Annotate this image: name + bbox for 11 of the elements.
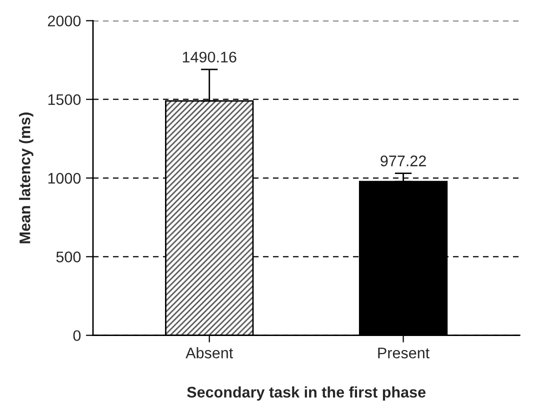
data-label: 1490.16 [182, 52, 236, 63]
y-tick-label: 2000 [48, 16, 81, 26]
data-label: 977.22 [380, 156, 426, 166]
x-axis-title: Secondary task in the first phase [187, 386, 426, 401]
y-tick-label: 500 [56, 252, 81, 262]
y-axis-title: Mean latency (ms) [19, 112, 34, 244]
x-tick-label: Absent [186, 347, 234, 358]
x-tick-label: Present [378, 348, 430, 358]
y-tick-label: 1500 [48, 94, 81, 106]
y-tick-label: 0 [73, 330, 81, 342]
y-tick-label: 1000 [48, 172, 81, 184]
